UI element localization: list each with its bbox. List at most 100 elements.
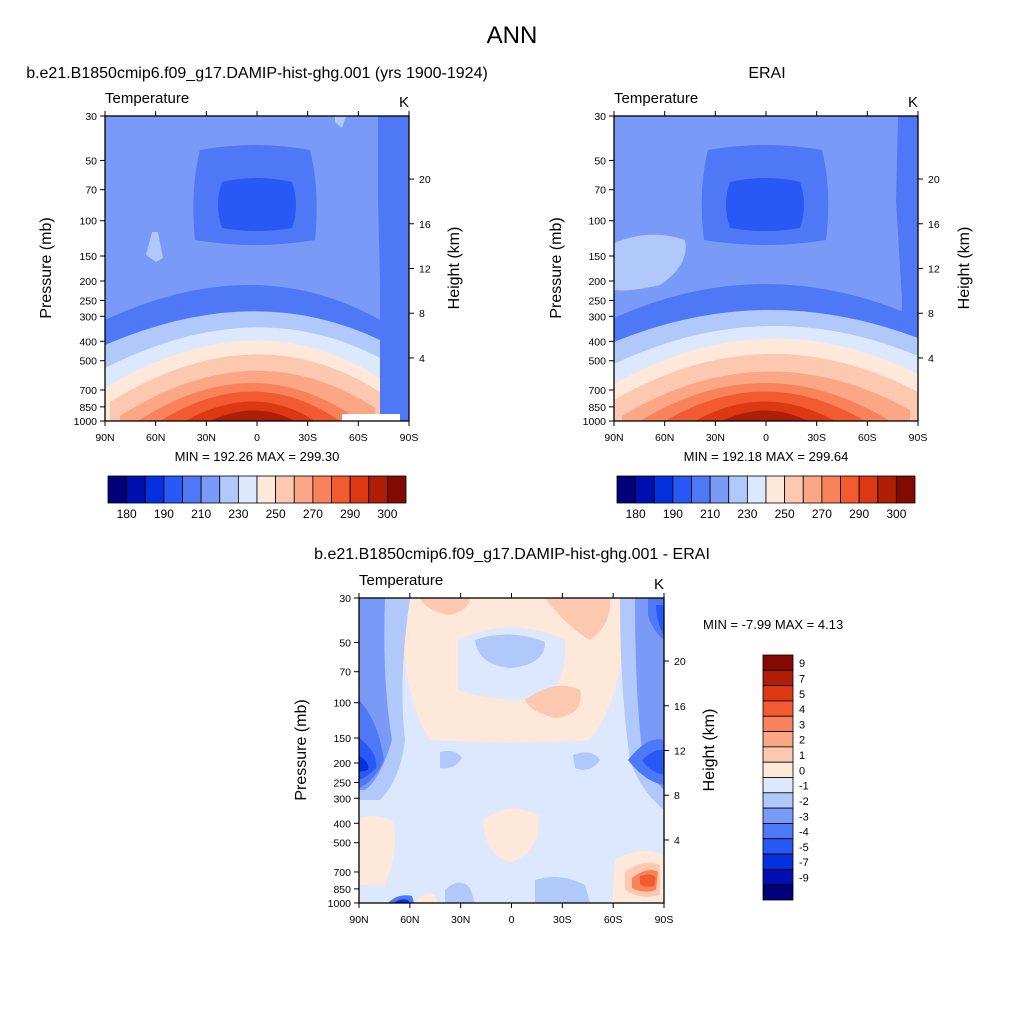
y2-tick-label: 8 xyxy=(928,308,934,320)
colorbar-swatch xyxy=(256,475,277,504)
colorbar-label: 250 xyxy=(266,507,286,521)
colorbar-swatch xyxy=(126,475,146,504)
y-tick-label: 70 xyxy=(85,185,97,197)
x-tick-label: 90S xyxy=(909,432,928,444)
x-tick-label: 60S xyxy=(349,432,368,444)
y-tick-label: 150 xyxy=(79,251,97,263)
min-max-stats: MIN = 192.26 MAX = 299.30 xyxy=(175,449,340,464)
colorbar-label: 270 xyxy=(812,507,832,521)
y-tick-label: 100 xyxy=(79,216,97,228)
y-tick-label: 250 xyxy=(79,295,97,307)
y-axis-label: Pressure (mb) xyxy=(38,217,55,318)
colorbar-swatch xyxy=(728,475,748,504)
panel-title: b.e21.B1850cmip6.f09_g17.DAMIP-hist-ghg.… xyxy=(314,546,710,563)
units-label: K xyxy=(654,576,664,593)
colorbar-label: 180 xyxy=(626,507,646,521)
colorbar: 180 190 210 230 250 270 290 300 xyxy=(107,475,407,521)
x-tick-label: 90N xyxy=(95,432,114,444)
y-tick-label: 250 xyxy=(333,777,351,789)
colorbar-label: 0 xyxy=(799,765,805,777)
colorbar-label: 7 xyxy=(799,673,805,685)
y-tick-label: 100 xyxy=(333,698,351,710)
y-tick-label: 70 xyxy=(339,667,351,679)
y2-tick-label: 4 xyxy=(674,835,680,847)
y-tick-label: 850 xyxy=(333,884,351,896)
colorbar-swatch xyxy=(349,475,370,504)
colorbar-swatch xyxy=(762,853,794,870)
left-label: Temperature xyxy=(614,90,698,107)
axes: 3050701001502002503004005007008501000481… xyxy=(583,111,940,444)
colorbar-swatch xyxy=(762,884,794,901)
colorbar-swatch xyxy=(762,868,794,886)
colorbar-swatch xyxy=(765,475,786,504)
x-tick-label: 60S xyxy=(604,914,623,926)
colorbar-swatch xyxy=(331,475,351,504)
y2-tick-label: 16 xyxy=(928,219,940,231)
colorbar-label: 9 xyxy=(799,658,805,670)
colorbar-swatch xyxy=(762,715,794,732)
colorbar-label: 190 xyxy=(663,507,683,521)
y-tick-label: 30 xyxy=(339,593,351,605)
y-tick-label: 150 xyxy=(333,733,351,745)
colorbar-label: 4 xyxy=(799,704,805,716)
colorbar-swatch xyxy=(762,807,794,824)
colorbar-label: 300 xyxy=(886,507,906,521)
colorbar-swatch xyxy=(312,475,332,504)
colorbar-label: 230 xyxy=(737,507,757,521)
colorbar-swatch xyxy=(200,475,221,504)
x-tick-label: 30S xyxy=(298,432,317,444)
y2-tick-label: 4 xyxy=(928,353,934,365)
colorbar-swatch xyxy=(762,838,794,855)
colorbar-swatch xyxy=(762,700,794,717)
colorbar-swatch xyxy=(237,475,258,504)
colorbar-label: 230 xyxy=(228,507,248,521)
y2-tick-label: 20 xyxy=(674,656,686,668)
panel-title: ERAI xyxy=(748,65,785,82)
y-axis-label: Pressure (mb) xyxy=(548,217,565,318)
y-tick-label: 500 xyxy=(333,838,351,850)
colorbar: 9 7 5 4 3 2 1 0 -1 -2 -3 -4 -5 -7 -9 xyxy=(762,654,809,901)
x-tick-label: 30S xyxy=(807,432,826,444)
colorbar-swatch xyxy=(895,475,916,504)
x-tick-label: 60N xyxy=(655,432,674,444)
y-tick-label: 300 xyxy=(588,311,606,323)
left-label: Temperature xyxy=(359,572,443,589)
colorbar-swatch xyxy=(672,475,692,504)
colorbar-swatch xyxy=(784,475,804,504)
colorbar-label: 3 xyxy=(799,719,805,731)
y-tick-label: 400 xyxy=(333,818,351,830)
x-tick-label: 30N xyxy=(197,432,216,444)
colorbar-label: -7 xyxy=(799,857,809,869)
colorbar-swatch xyxy=(746,475,767,504)
y2-tick-label: 12 xyxy=(674,746,686,758)
y-tick-label: 1000 xyxy=(328,898,352,910)
colorbar-label: -9 xyxy=(799,873,809,885)
y-tick-label: 700 xyxy=(588,385,606,397)
colorbar-swatch xyxy=(821,475,841,504)
colorbar-swatch xyxy=(616,475,637,504)
x-tick-label: 0 xyxy=(763,432,769,444)
colorbar-swatch xyxy=(691,475,711,504)
y-tick-label: 700 xyxy=(333,867,351,879)
y2-tick-label: 8 xyxy=(419,308,425,320)
colorbar-swatch xyxy=(275,475,295,504)
colorbar-swatch xyxy=(635,475,655,504)
y-tick-label: 300 xyxy=(333,793,351,805)
x-tick-label: 30S xyxy=(553,914,572,926)
colorbar-swatch xyxy=(762,654,794,671)
x-tick-label: 0 xyxy=(254,432,260,444)
colorbar: 180 190 210 230 250 270 290 300 xyxy=(616,475,916,521)
colorbar-swatch xyxy=(293,475,314,504)
colorbar-label: -5 xyxy=(799,842,809,854)
y-tick-label: 100 xyxy=(588,216,606,228)
colorbar-label: -4 xyxy=(799,827,809,839)
x-tick-label: 90S xyxy=(655,914,674,926)
y-tick-label: 200 xyxy=(333,758,351,770)
min-max-stats: MIN = 192.18 MAX = 299.64 xyxy=(684,449,849,464)
colorbar-swatch xyxy=(653,475,674,504)
figure-title: ANN xyxy=(487,22,538,49)
y-tick-label: 500 xyxy=(79,356,97,368)
colorbar-label: 210 xyxy=(191,507,211,521)
colorbar-swatch xyxy=(840,475,860,504)
y-tick-label: 200 xyxy=(79,276,97,288)
